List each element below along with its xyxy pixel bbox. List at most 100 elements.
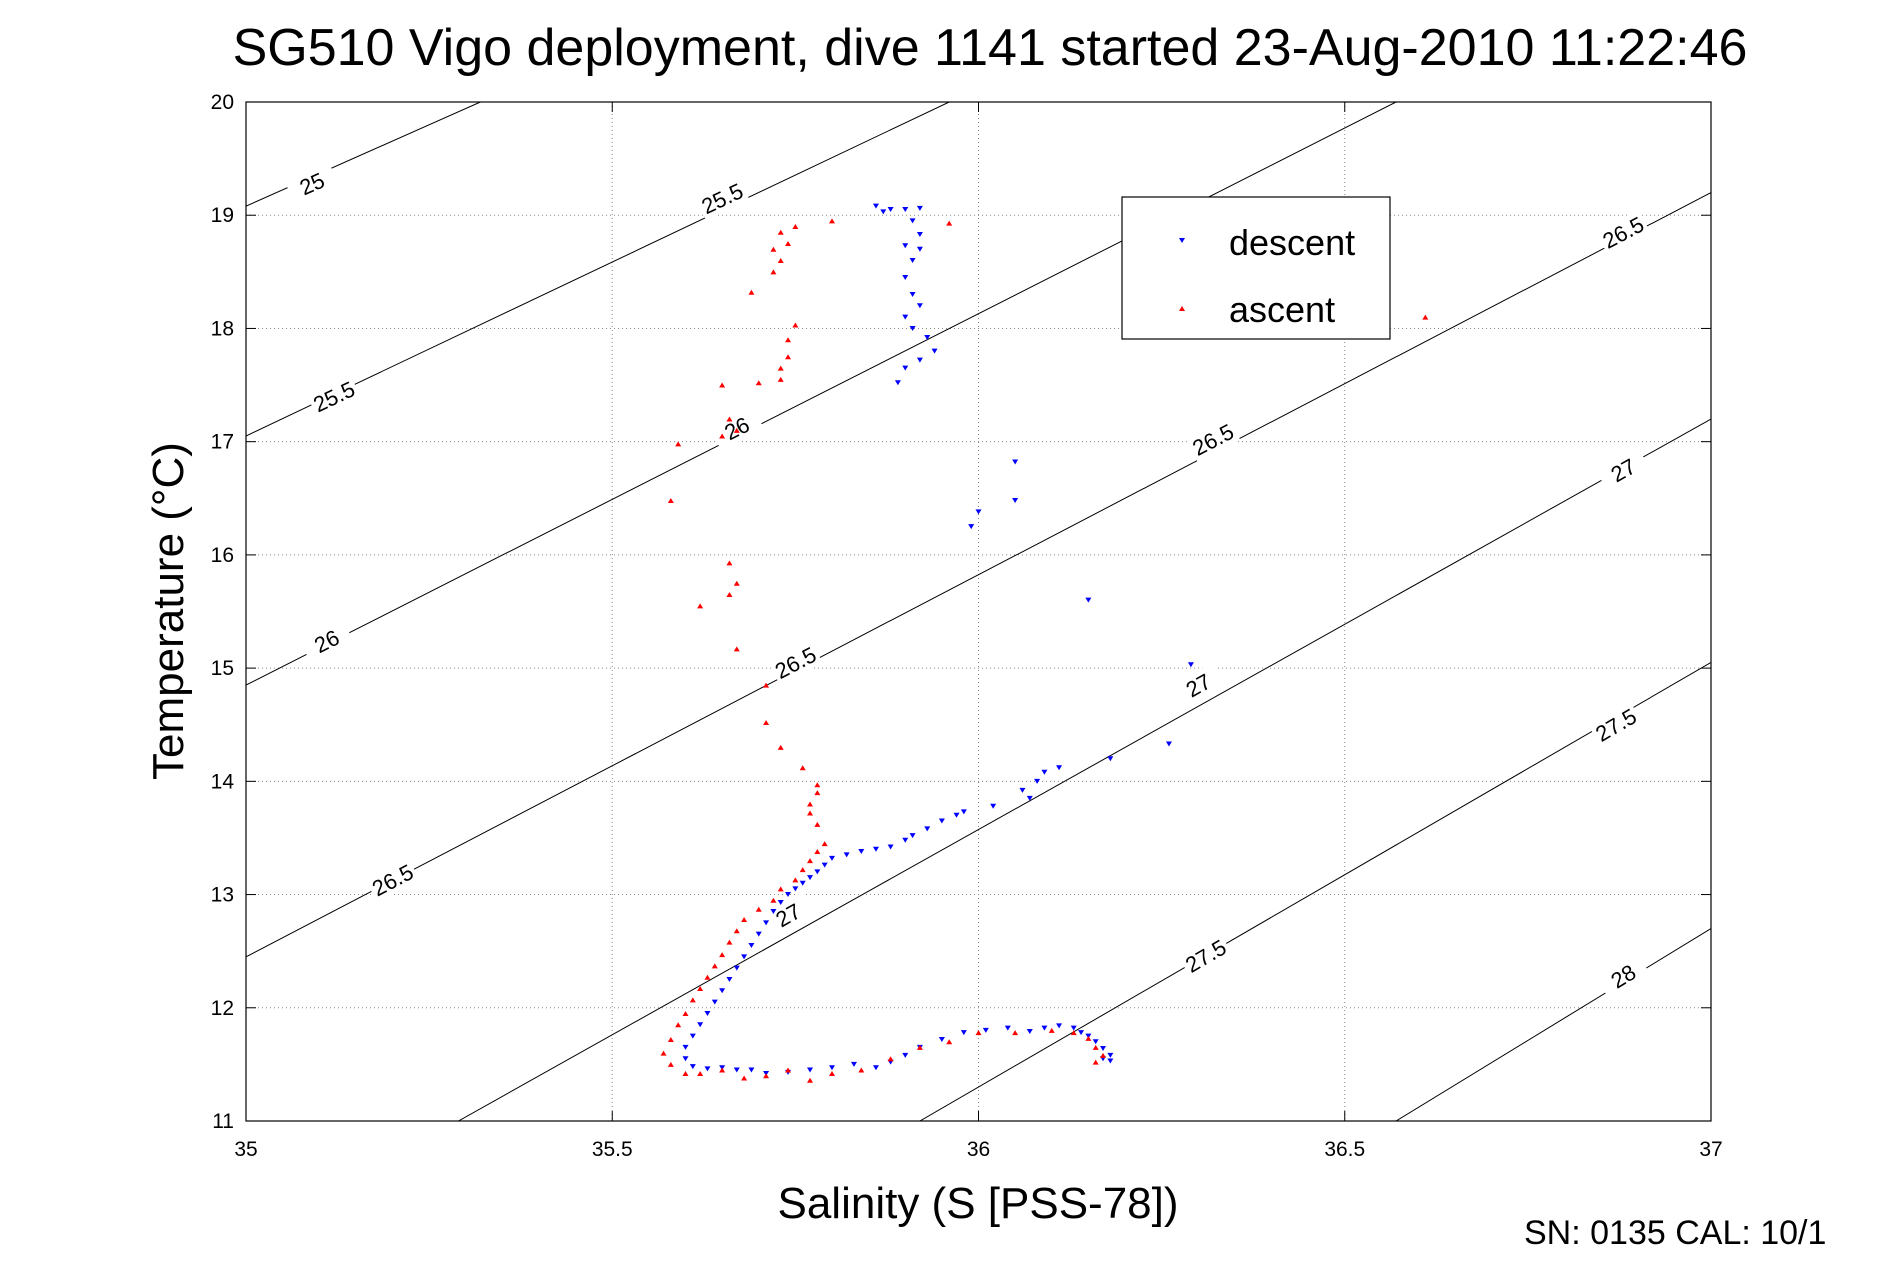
chart-title: SG510 Vigo deployment, dive 1141 started…: [233, 19, 1748, 77]
descent-point: [1165, 741, 1172, 747]
legend: descent ascent: [1121, 196, 1391, 340]
descent-point: [741, 954, 748, 960]
ascent-point: [675, 1022, 682, 1028]
contour-label-group: 26: [299, 618, 354, 664]
ascent-point: [733, 427, 740, 433]
descent-point: [777, 899, 784, 905]
ascent-point: [704, 974, 711, 980]
y-tick-label: 18: [211, 317, 234, 340]
contour-label-group: 27.5: [1178, 932, 1233, 979]
descent-point: [902, 207, 909, 213]
ascent-point: [660, 1050, 667, 1056]
contour-label-group: 25: [284, 161, 340, 206]
ascent-point: [814, 821, 821, 827]
ascent-point: [829, 1070, 835, 1076]
ascent-point: [741, 916, 748, 922]
descent-point: [902, 243, 909, 249]
descent-point: [733, 965, 740, 971]
contour-label-background: [1178, 932, 1233, 979]
contour-label-background: [1595, 209, 1651, 255]
density-contour-26: [246, 102, 1397, 686]
calibration-info: SN: 0135 CAL: 10/1: [1524, 1214, 1826, 1252]
ascent-point: [807, 858, 814, 864]
descent-point: [682, 1056, 689, 1062]
descent-point: [931, 348, 938, 354]
descent-point: [916, 205, 923, 211]
descent-point: [1041, 769, 1048, 775]
ascent-point: [814, 790, 821, 796]
contour-label-background: [306, 374, 362, 419]
contour-label-group: 28: [1595, 952, 1651, 1000]
descent-point: [792, 886, 799, 892]
descent-point: [1085, 597, 1092, 603]
ascent-point: [785, 354, 792, 360]
contour-label-group: 26.5: [365, 857, 420, 903]
contour-label-background: [1595, 446, 1651, 494]
ascent-point: [770, 246, 777, 252]
y-tick-label: 11: [212, 1110, 234, 1133]
ascent-point: [799, 867, 806, 873]
descent-point: [909, 291, 916, 297]
ascent-point: [792, 224, 799, 230]
y-tick-label: 12: [211, 997, 234, 1020]
descent-point: [785, 892, 792, 898]
contour-label-background: [768, 639, 823, 686]
descent-point: [748, 1067, 755, 1073]
descent-point: [916, 357, 923, 363]
ascent-point: [777, 365, 784, 371]
ascent-point: [763, 1073, 770, 1079]
ascent-point: [755, 380, 762, 386]
descent-point: [902, 274, 909, 280]
ascent-point: [777, 376, 784, 382]
ascent-point: [682, 1070, 689, 1076]
y-tick-label: 13: [211, 884, 234, 907]
descent-point: [799, 880, 806, 886]
axis-ticks: 35 35.5 36 36.5 37 11 12 13 14 15 16 17 18 19 20: [211, 91, 1723, 1161]
ascent-point: [719, 1067, 726, 1073]
ascent-point: [719, 952, 726, 958]
descent-point: [909, 325, 916, 331]
ascent-point: [785, 1067, 792, 1073]
descent-point: [719, 988, 726, 994]
contour-label-background: [1185, 416, 1241, 463]
descent-point: [880, 209, 887, 215]
descent-point: [924, 826, 931, 832]
legend-marker-ascent: [1179, 306, 1185, 311]
descent-point: [711, 999, 718, 1005]
descent-point: [902, 314, 909, 320]
ascent-point: [807, 801, 814, 807]
x-tick-label: 36: [967, 1138, 990, 1161]
density-contour-26.5: [246, 192, 1711, 958]
descent-point: [1056, 765, 1063, 771]
ascent-point: [792, 322, 799, 328]
descent-point: [1107, 1052, 1114, 1058]
descent-point: [1012, 459, 1019, 465]
ascent-point: [777, 229, 784, 235]
descent-point: [726, 976, 733, 982]
descent-point: [807, 875, 814, 881]
ascent-point: [763, 719, 770, 725]
descent-point: [887, 207, 894, 213]
x-tick-label: 35.5: [592, 1138, 633, 1161]
contour-label-group: 26.5: [1185, 416, 1241, 463]
contour-label-background: [694, 176, 750, 221]
descent-point: [850, 1061, 857, 1067]
descent-point: [916, 246, 923, 252]
ascent-point: [946, 1039, 953, 1045]
descent-point: [704, 1066, 711, 1072]
ascent-point: [814, 849, 821, 855]
grid-lines: [246, 102, 1711, 1121]
ascent-point: [807, 1077, 814, 1083]
ascent-point: [726, 416, 733, 422]
x-tick-label: 35: [234, 1138, 257, 1161]
descent-point: [1019, 787, 1026, 793]
descent-point: [829, 1065, 835, 1071]
descent-point: [982, 1027, 989, 1033]
y-tick-label: 14: [211, 770, 235, 793]
descent-point: [872, 203, 879, 209]
ascent-point: [719, 382, 726, 388]
contour-label-background: [284, 161, 340, 206]
ascent-point: [792, 877, 799, 883]
contour-label-group: 26.5: [768, 639, 823, 686]
